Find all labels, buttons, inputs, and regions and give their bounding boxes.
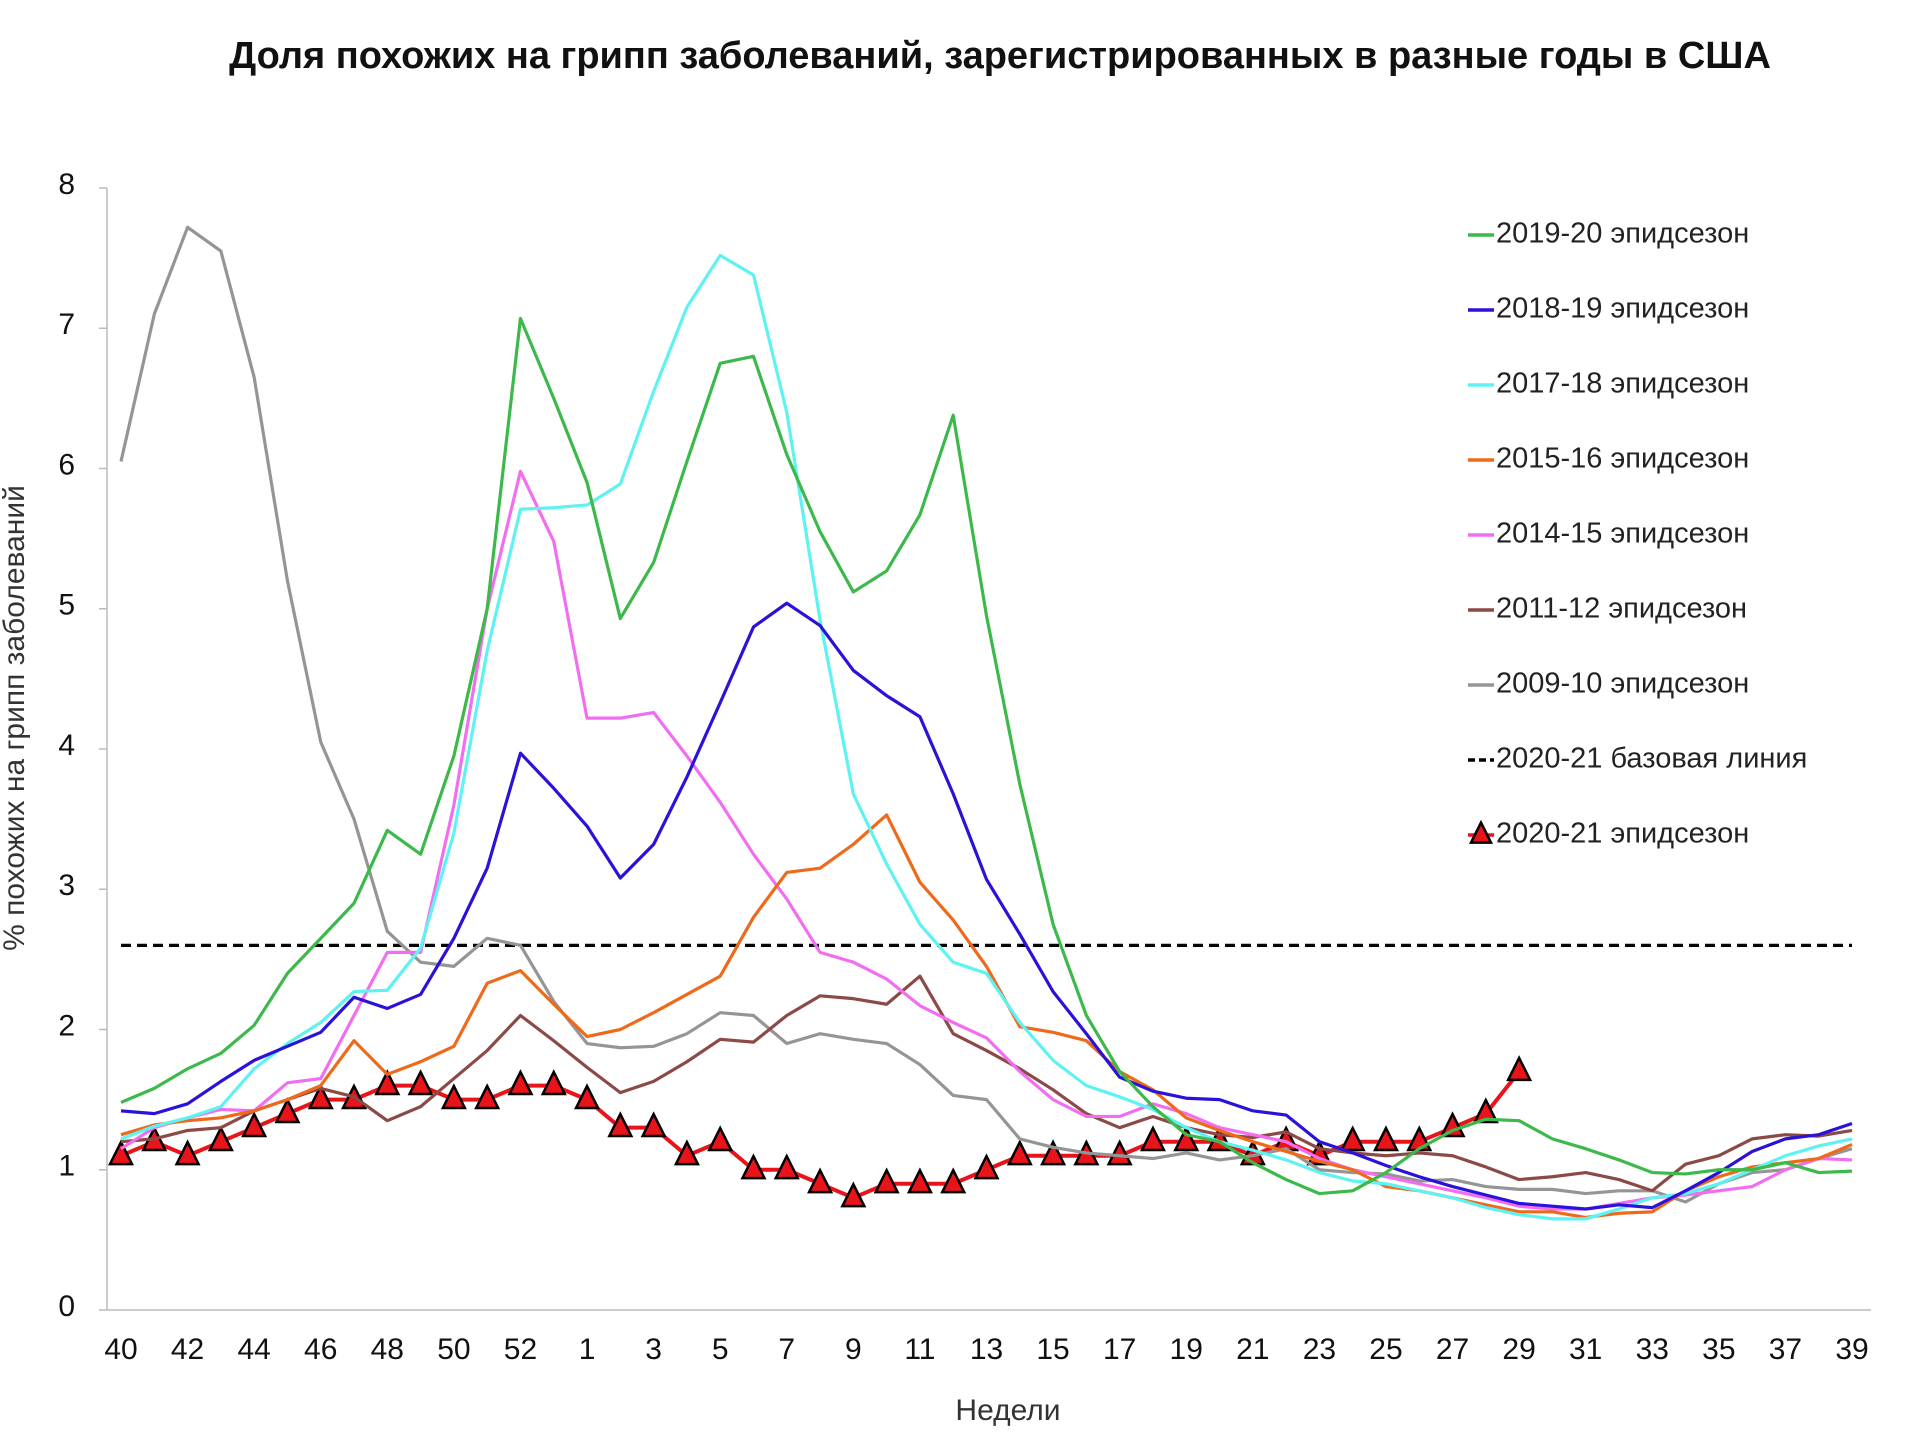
legend-label: 2020-21 базовая линия bbox=[1496, 743, 1807, 775]
y-tick-label: 4 bbox=[58, 729, 75, 762]
y-tick-label: 8 bbox=[58, 168, 75, 201]
legend-label: 2017-18 эпидсезон bbox=[1496, 368, 1749, 400]
marker bbox=[307, 1083, 334, 1110]
x-tick-label: 50 bbox=[437, 1333, 470, 1366]
x-tick-label: 46 bbox=[304, 1333, 337, 1366]
x-tick-label: 35 bbox=[1702, 1333, 1735, 1366]
marker bbox=[540, 1069, 567, 1096]
marker bbox=[873, 1167, 900, 1194]
marker bbox=[1506, 1055, 1533, 1082]
x-tick-label: 23 bbox=[1303, 1333, 1336, 1366]
y-tick-label: 3 bbox=[58, 869, 75, 902]
x-tick-label: 11 bbox=[904, 1333, 935, 1366]
marker bbox=[640, 1111, 667, 1138]
marker bbox=[840, 1181, 867, 1208]
marker bbox=[773, 1153, 800, 1180]
marker bbox=[574, 1083, 601, 1110]
y-tick-label: 2 bbox=[58, 1009, 75, 1042]
x-tick-label: 25 bbox=[1369, 1333, 1402, 1366]
marker bbox=[274, 1097, 301, 1124]
marker bbox=[1372, 1125, 1399, 1152]
y-tick-label: 5 bbox=[58, 589, 75, 622]
marker bbox=[1439, 1111, 1466, 1138]
marker bbox=[440, 1083, 467, 1110]
x-tick-label: 15 bbox=[1036, 1333, 1069, 1366]
x-tick-label: 1 bbox=[579, 1333, 596, 1366]
x-tick-label: 27 bbox=[1436, 1333, 1469, 1366]
x-tick-label: 31 bbox=[1569, 1333, 1602, 1366]
marker bbox=[1006, 1139, 1033, 1166]
marker bbox=[1106, 1139, 1133, 1166]
x-tick-label: 52 bbox=[504, 1333, 537, 1366]
legend-marker bbox=[1468, 819, 1494, 844]
x-tick-label: 17 bbox=[1103, 1333, 1136, 1366]
legend-label: 2015-16 эпидсезон bbox=[1496, 443, 1749, 475]
y-tick-label: 0 bbox=[58, 1290, 75, 1323]
marker bbox=[707, 1125, 734, 1152]
legend-label: 2014-15 эпидсезон bbox=[1496, 518, 1749, 550]
y-tick-label: 7 bbox=[58, 308, 75, 341]
marker bbox=[174, 1139, 201, 1166]
marker bbox=[474, 1083, 501, 1110]
chart-title: Доля похожих на грипп заболеваний, зарег… bbox=[229, 35, 1771, 77]
y-axis-label: % похожих на грипп заболеваний bbox=[0, 485, 31, 951]
marker bbox=[374, 1069, 401, 1096]
x-tick-label: 33 bbox=[1636, 1333, 1669, 1366]
marker bbox=[407, 1069, 434, 1096]
series-line bbox=[120, 253, 1853, 1221]
x-tick-label: 13 bbox=[970, 1333, 1003, 1366]
marker bbox=[1472, 1097, 1499, 1124]
marker bbox=[1040, 1139, 1067, 1166]
x-tick-label: 5 bbox=[712, 1333, 729, 1366]
legend-label: 2019-20 эпидсезон bbox=[1496, 218, 1749, 250]
x-tick-label: 42 bbox=[171, 1333, 204, 1366]
x-tick-label: 7 bbox=[778, 1333, 795, 1366]
legend-label: 2020-21 эпидсезон bbox=[1496, 818, 1749, 850]
x-tick-label: 29 bbox=[1502, 1333, 1535, 1366]
x-tick-label: 37 bbox=[1769, 1333, 1802, 1366]
legend-label: 2018-19 эпидсезон bbox=[1496, 293, 1749, 325]
x-tick-label: 9 bbox=[845, 1333, 862, 1366]
series-line bbox=[120, 974, 1853, 1193]
x-tick-label: 39 bbox=[1835, 1333, 1868, 1366]
marker bbox=[1173, 1125, 1200, 1152]
y-tick-label: 6 bbox=[58, 448, 75, 481]
series-line bbox=[120, 813, 1853, 1220]
x-tick-label: 48 bbox=[371, 1333, 404, 1366]
x-tick-label: 21 bbox=[1236, 1333, 1269, 1366]
marker bbox=[107, 1139, 135, 1166]
x-axis-label: Недели bbox=[955, 1394, 1060, 1427]
legend-label: 2011-12 эпидсезон bbox=[1496, 593, 1747, 625]
x-tick-label: 40 bbox=[104, 1333, 137, 1366]
marker bbox=[807, 1167, 834, 1194]
marker bbox=[507, 1069, 534, 1096]
marker bbox=[1139, 1125, 1166, 1152]
marker bbox=[607, 1111, 634, 1138]
series-line bbox=[120, 316, 1853, 1196]
marker bbox=[973, 1153, 1000, 1180]
marker bbox=[940, 1167, 967, 1194]
series-line bbox=[120, 469, 1853, 1211]
legend-label: 2009-10 эпидсезон bbox=[1496, 668, 1749, 700]
series-line bbox=[120, 601, 1853, 1211]
marker bbox=[740, 1153, 767, 1180]
marker bbox=[241, 1111, 268, 1138]
x-tick-label: 19 bbox=[1170, 1333, 1203, 1366]
marker bbox=[673, 1139, 700, 1166]
x-tick-label: 44 bbox=[237, 1333, 270, 1366]
marker bbox=[207, 1125, 234, 1152]
x-tick-label: 3 bbox=[645, 1333, 662, 1366]
y-tick-label: 1 bbox=[58, 1150, 75, 1183]
marker bbox=[906, 1167, 933, 1194]
marker bbox=[1339, 1125, 1366, 1152]
